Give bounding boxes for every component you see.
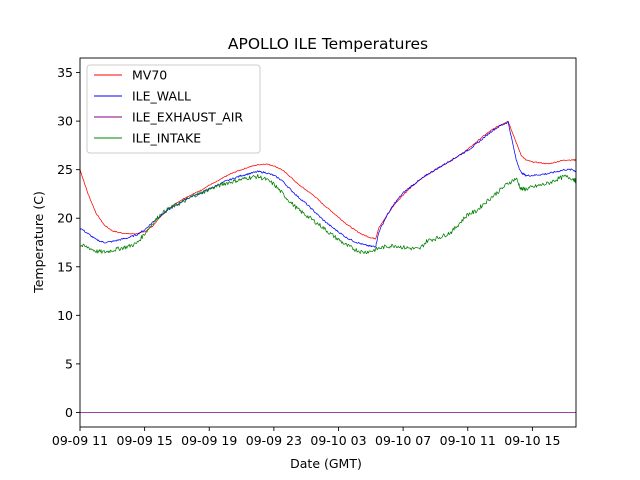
x-tick-label: 09-10 11 (440, 433, 496, 448)
y-tick-label: 10 (57, 308, 73, 323)
x-axis-label: Date (GMT) (290, 456, 362, 471)
y-tick-label: 5 (65, 356, 73, 371)
x-tick-label: 09-09 23 (246, 433, 302, 448)
legend-box (86, 64, 261, 154)
legend-label: ILE_INTAKE (132, 131, 201, 146)
y-tick-label: 0 (65, 405, 73, 420)
y-tick-label: 15 (57, 259, 73, 274)
x-tick-label: 09-10 03 (310, 433, 366, 448)
series-layer (79, 120, 577, 413)
x-tick-label: 09-09 11 (52, 433, 108, 448)
y-axis: 0 5 10 15 20 25 30 35 (57, 65, 80, 420)
y-tick-label: 30 (57, 114, 73, 129)
x-tick-label: 09-10 15 (504, 433, 560, 448)
legend-label: MV70 (132, 68, 167, 83)
chart-title: APOLLO ILE Temperatures (228, 35, 428, 53)
x-tick-label: 09-10 07 (375, 433, 431, 448)
x-tick-label: 09-09 19 (181, 433, 237, 448)
legend-label: ILE_EXHAUST_AIR (132, 110, 243, 125)
series-line-ile-intake (79, 173, 577, 255)
plot-frame (79, 57, 577, 428)
y-tick-label: 35 (57, 65, 73, 80)
x-tick-label: 09-09 15 (117, 433, 173, 448)
legend: MV70 ILE_WALL ILE_EXHAUST_AIR ILE_INTAKE (86, 64, 261, 154)
y-axis-label: Temperature (C) (31, 191, 46, 294)
series-line-ile-wall (79, 121, 577, 248)
legend-label: ILE_WALL (132, 89, 191, 104)
x-axis: 09-09 11 09-09 15 09-09 19 09-09 23 09-10 03… (52, 427, 560, 448)
y-tick-label: 20 (57, 211, 73, 226)
y-tick-label: 25 (57, 162, 73, 177)
